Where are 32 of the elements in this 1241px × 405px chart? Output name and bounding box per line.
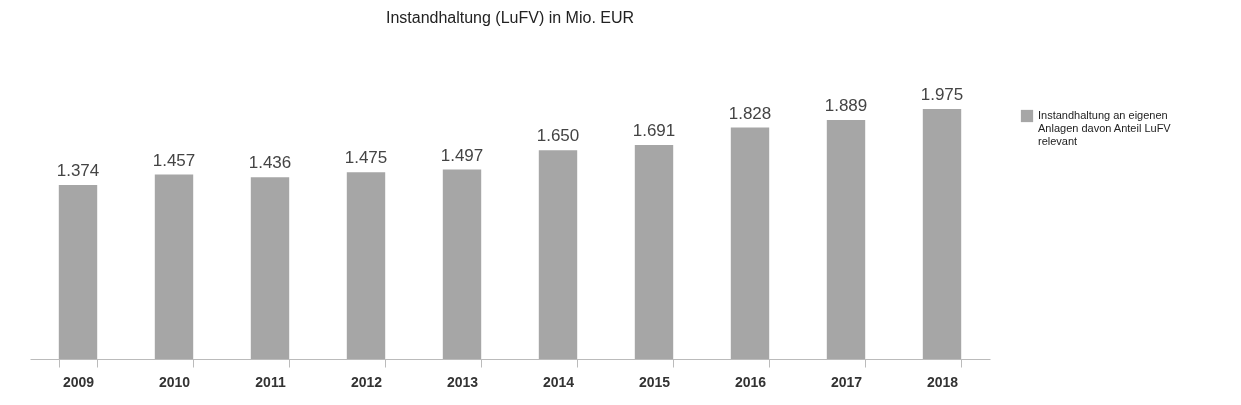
x-tick-label: 2014: [542, 373, 575, 390]
bar: [922, 109, 962, 359]
data-label: 1.975: [920, 85, 964, 104]
bar: [442, 169, 482, 359]
x-tick-label: 2018: [926, 373, 959, 390]
legend-label: Instandhaltung an eigenen Anlagen davon Anteil LuFV relevant: [1038, 109, 1172, 147]
x-tick-label: 2015: [638, 373, 671, 390]
bar: [58, 185, 98, 359]
bar: [154, 174, 194, 359]
data-label: 1.475: [344, 148, 388, 168]
x-tick-label: 2009: [62, 373, 95, 390]
bar: [346, 172, 386, 359]
data-label: 1.374: [56, 161, 100, 181]
data-label: 1.889: [824, 95, 868, 115]
bar: [826, 119, 866, 359]
x-tick-label: 2010: [158, 373, 191, 390]
data-label: 1.650: [536, 126, 580, 146]
chart-title: Instandhaltung (LuFV) in Mio. EUR: [385, 9, 635, 26]
x-tick-label: 2012: [350, 373, 383, 390]
bar: [250, 177, 290, 359]
x-tick-label: 2011: [255, 373, 286, 390]
data-label: 1.691: [632, 120, 676, 140]
data-label: 1.497: [440, 145, 484, 165]
bar: [538, 150, 578, 359]
bar: [730, 127, 770, 359]
bar: [634, 144, 674, 359]
data-label: 1.828: [728, 103, 772, 123]
x-tick-label: 2017: [830, 373, 863, 390]
data-label: 1.457: [152, 150, 196, 170]
x-tick-label: 2013: [446, 373, 479, 390]
x-tick-label: 2016: [734, 373, 767, 390]
data-label: 1.436: [248, 153, 292, 173]
